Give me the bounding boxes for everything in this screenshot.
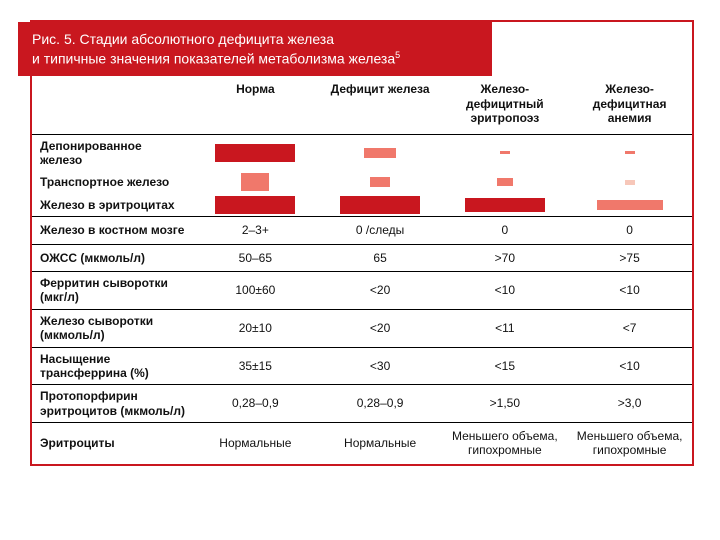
- value-cell: 65: [318, 244, 443, 271]
- bar-cell: [318, 134, 443, 171]
- bar-cell: [318, 171, 443, 193]
- value-cell: Нормальные: [193, 423, 318, 464]
- value-cell: 100±60: [193, 271, 318, 309]
- figure-title: Рис. 5. Стадии абсолютного дефицита желе…: [18, 22, 492, 76]
- value-cell: <11: [442, 309, 567, 347]
- figure-container: Рис. 5. Стадии абсолютного дефицита желе…: [30, 20, 694, 466]
- bar-icon: [465, 198, 545, 212]
- value-cell: <10: [567, 271, 692, 309]
- bar-icon: [215, 196, 295, 214]
- value-cell: Нормальные: [318, 423, 443, 464]
- row-label: Железо в костном мозге: [32, 217, 193, 244]
- value-cell: <20: [318, 309, 443, 347]
- value-cell: >70: [442, 244, 567, 271]
- value-cell: 0,28–0,9: [318, 385, 443, 423]
- row-label: Ферритин сыворотки (мкг/л): [32, 271, 193, 309]
- table-row: Протопорфирин эритроцитов (мкмоль/л)0,28…: [32, 385, 692, 423]
- iron-deficiency-table: Норма Дефицит железа Железо-дефицитный э…: [32, 76, 692, 463]
- header-row: Норма Дефицит железа Железо-дефицитный э…: [32, 76, 692, 134]
- bar-icon: [364, 148, 396, 158]
- value-cell: >1,50: [442, 385, 567, 423]
- bar-icon: [215, 144, 295, 162]
- table-row: ОЖСС (мкмоль/л)50–6565>70>75: [32, 244, 692, 271]
- value-cell: Меньшего объема, гипохромные: [567, 423, 692, 464]
- bar-icon: [597, 200, 663, 210]
- row-label: Депонированное железо: [32, 134, 193, 171]
- bar-cell: [193, 171, 318, 193]
- bar-cell: [318, 194, 443, 217]
- bar-icon: [497, 178, 513, 186]
- bar-icon: [500, 151, 510, 154]
- bar-cell: [193, 194, 318, 217]
- value-cell: 0: [442, 217, 567, 244]
- table-row: Железо в костном мозге2–3+0 /следы00: [32, 217, 692, 244]
- table-row: Транспортное железо: [32, 171, 692, 193]
- value-cell: 2–3+: [193, 217, 318, 244]
- table-row: Ферритин сыворотки (мкг/л)100±60<20<10<1…: [32, 271, 692, 309]
- col-header: Железо-дефицитная анемия: [567, 76, 692, 134]
- value-cell: Меньшего объема, гипохромные: [442, 423, 567, 464]
- value-cell: <10: [442, 271, 567, 309]
- value-cell: >3,0: [567, 385, 692, 423]
- value-cell: 0,28–0,9: [193, 385, 318, 423]
- bar-icon: [625, 151, 635, 154]
- bar-cell: [193, 134, 318, 171]
- value-cell: 0: [567, 217, 692, 244]
- bar-cell: [567, 134, 692, 171]
- value-cell: <20: [318, 271, 443, 309]
- value-cell: 50–65: [193, 244, 318, 271]
- row-label: Транспортное железо: [32, 171, 193, 193]
- table-row: Насыщение трансферрина (%)35±15<30<15<10: [32, 347, 692, 385]
- col-header: Железо-дефицитный эритропоэз: [442, 76, 567, 134]
- table-row: ЭритроцитыНормальныеНормальныеМеньшего о…: [32, 423, 692, 464]
- title-line-1: Рис. 5. Стадии абсолютного дефицита желе…: [32, 31, 334, 47]
- bar-icon: [340, 196, 420, 214]
- value-cell: <10: [567, 347, 692, 385]
- bar-icon: [241, 173, 269, 191]
- row-label: Эритроциты: [32, 423, 193, 464]
- row-label: Железо в эритроцитах: [32, 194, 193, 217]
- value-cell: <30: [318, 347, 443, 385]
- table-row: Депонированное железо: [32, 134, 692, 171]
- bar-cell: [567, 171, 692, 193]
- value-cell: 35±15: [193, 347, 318, 385]
- value-cell: <7: [567, 309, 692, 347]
- bar-cell: [567, 194, 692, 217]
- value-cell: 20±10: [193, 309, 318, 347]
- col-header: Дефицит железа: [318, 76, 443, 134]
- row-label: Железо сыворотки (мкмоль/л): [32, 309, 193, 347]
- bar-icon: [625, 180, 635, 185]
- bar-icon: [370, 177, 390, 187]
- value-cell: 0 /следы: [318, 217, 443, 244]
- table-row: Железо сыворотки (мкмоль/л)20±10<20<11<7: [32, 309, 692, 347]
- row-label: Протопорфирин эритроцитов (мкмоль/л): [32, 385, 193, 423]
- bar-cell: [442, 171, 567, 193]
- bar-cell: [442, 134, 567, 171]
- title-line-2: и типичные значения показателей метаболи…: [32, 51, 395, 67]
- title-superscript: 5: [395, 50, 400, 60]
- value-cell: >75: [567, 244, 692, 271]
- row-label: Насыщение трансферрина (%): [32, 347, 193, 385]
- col-header: Норма: [193, 76, 318, 134]
- table-row: Железо в эритроцитах: [32, 194, 692, 217]
- value-cell: <15: [442, 347, 567, 385]
- row-label: ОЖСС (мкмоль/л): [32, 244, 193, 271]
- bar-cell: [442, 194, 567, 217]
